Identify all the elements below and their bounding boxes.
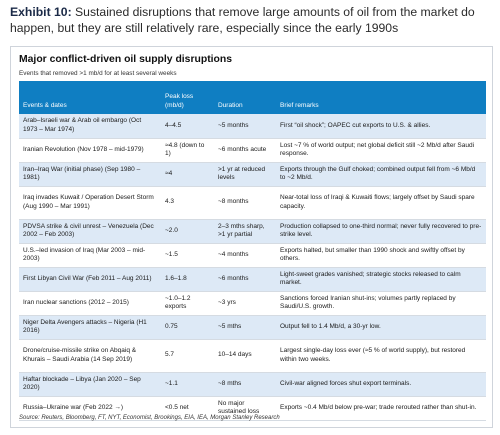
table-row: Iran nuclear sanctions (2012 – 2015) ~1.… bbox=[19, 291, 486, 316]
cell-peak-loss: ~1.1 bbox=[161, 372, 214, 397]
cell-event: Arab–Israeli war & Arab oil embargo (Oct… bbox=[19, 114, 161, 139]
cell-peak-loss: 1.6–1.8 bbox=[161, 267, 214, 292]
cell-duration: ~3 yrs bbox=[214, 291, 276, 316]
table-row: Haftar blockade – Libya (Jan 2020 – Sep … bbox=[19, 372, 486, 397]
column-header-peak-loss: Peak loss (mb/d) bbox=[161, 81, 214, 114]
cell-duration: ~5 mths bbox=[214, 315, 276, 340]
cell-remarks: Lost ~7 % of world output; net global de… bbox=[276, 138, 486, 163]
exhibit-description: Sustained disruptions that remove large … bbox=[10, 5, 475, 35]
exhibit-label: Exhibit 10: bbox=[10, 5, 72, 19]
cell-event: U.S.–led invasion of Iraq (Mar 2003 – mi… bbox=[19, 243, 161, 268]
panel-subtitle: Events that removed >1 mb/d for at least… bbox=[19, 70, 177, 77]
table-body: Arab–Israeli war & Arab oil embargo (Oct… bbox=[19, 114, 486, 421]
disruptions-table: Events & dates Peak loss (mb/d) Duration… bbox=[19, 81, 486, 421]
cell-peak-loss: ~1.5 bbox=[161, 243, 214, 268]
table-row: Russia–Ukraine war (Feb 2022 →) <0.5 net… bbox=[19, 396, 486, 421]
cell-event: Haftar blockade – Libya (Jan 2020 – Sep … bbox=[19, 372, 161, 397]
cell-duration: ~8 months bbox=[214, 186, 276, 220]
cell-event: Niger Delta Avengers attacks – Nigeria (… bbox=[19, 315, 161, 340]
cell-peak-loss: 4–4.5 bbox=[161, 114, 214, 139]
header-row: Events & dates Peak loss (mb/d) Duration… bbox=[19, 81, 486, 114]
cell-event: Drone/cruise-missile strike on Abqaiq & … bbox=[19, 339, 161, 373]
cell-duration: ~4 months bbox=[214, 243, 276, 268]
table-row: Drone/cruise-missile strike on Abqaiq & … bbox=[19, 339, 486, 373]
cell-remarks: Exports through the Gulf choked; combine… bbox=[276, 162, 486, 187]
cell-remarks: Exports ~0.4 Mb/d below pre-war; trade r… bbox=[276, 396, 486, 421]
cell-peak-loss: 4.3 bbox=[161, 186, 214, 220]
cell-duration: ~5 months bbox=[214, 114, 276, 139]
table-row: Iranian Revolution (Nov 1978 – mid-1979)… bbox=[19, 138, 486, 163]
cell-event: Iran nuclear sanctions (2012 – 2015) bbox=[19, 291, 161, 316]
panel-title: Major conflict-driven oil supply disrupt… bbox=[19, 54, 233, 65]
cell-event: Iraq invades Kuwait / Operation Desert S… bbox=[19, 186, 161, 220]
cell-remarks: Sanctions forced Iranian shut-ins; volum… bbox=[276, 291, 486, 316]
source-note: Source: Reuters, Bloomberg, FT, NYT, Eco… bbox=[19, 415, 280, 421]
cell-remarks: Exports halted, but smaller than 1990 sh… bbox=[276, 243, 486, 268]
cell-remarks: Largest single-day loss ever (≈5 % of wo… bbox=[276, 339, 486, 373]
cell-duration: No major sustained loss bbox=[214, 396, 276, 421]
cell-event: Iran–Iraq War (initial phase) (Sep 1980 … bbox=[19, 162, 161, 187]
table-row: Iraq invades Kuwait / Operation Desert S… bbox=[19, 186, 486, 220]
cell-remarks: Production collapsed to one-third normal… bbox=[276, 219, 486, 244]
cell-remarks: Near-total loss of Iraqi & Kuwaiti flows… bbox=[276, 186, 486, 220]
table-panel: Major conflict-driven oil supply disrupt… bbox=[10, 46, 493, 428]
table-header: Events & dates Peak loss (mb/d) Duration… bbox=[19, 81, 486, 114]
column-header-duration: Duration bbox=[214, 81, 276, 114]
cell-peak-loss: ~1.0–1.2 exports bbox=[161, 291, 214, 316]
cell-duration: 10–14 days bbox=[214, 339, 276, 373]
column-header-remarks: Brief remarks bbox=[276, 81, 486, 114]
cell-event: Iranian Revolution (Nov 1978 – mid-1979) bbox=[19, 138, 161, 163]
table-row: Niger Delta Avengers attacks – Nigeria (… bbox=[19, 315, 486, 340]
table-row: Arab–Israeli war & Arab oil embargo (Oct… bbox=[19, 114, 486, 139]
cell-duration: ~6 months bbox=[214, 267, 276, 292]
cell-event: First Libyan Civil War (Feb 2011 – Aug 2… bbox=[19, 267, 161, 292]
cell-remarks: First “oil shock”; OAPEC cut exports to … bbox=[276, 114, 486, 139]
table-row: First Libyan Civil War (Feb 2011 – Aug 2… bbox=[19, 267, 486, 292]
column-header-events: Events & dates bbox=[19, 81, 161, 114]
cell-duration: ~6 months acute bbox=[214, 138, 276, 163]
cell-peak-loss: 5.7 bbox=[161, 339, 214, 373]
cell-peak-loss: ≈4.8 (down to 1) bbox=[161, 138, 214, 163]
cell-peak-loss: <0.5 net bbox=[161, 396, 214, 421]
cell-peak-loss: 0.75 bbox=[161, 315, 214, 340]
cell-remarks: Output fell to 1.4 Mb/d, a 30-yr low. bbox=[276, 315, 486, 340]
cell-peak-loss: ~2.0 bbox=[161, 219, 214, 244]
cell-duration: >1 yr at reduced levels bbox=[214, 162, 276, 187]
table-row: U.S.–led invasion of Iraq (Mar 2003 – mi… bbox=[19, 243, 486, 268]
cell-event: PDVSA strike & civil unrest – Venezuela … bbox=[19, 219, 161, 244]
cell-duration: ~8 mths bbox=[214, 372, 276, 397]
table-row: Iran–Iraq War (initial phase) (Sep 1980 … bbox=[19, 162, 486, 187]
cell-remarks: Civil-war aligned forces shut export ter… bbox=[276, 372, 486, 397]
exhibit-header: Exhibit 10: Sustained disruptions that r… bbox=[10, 4, 495, 36]
cell-event: Russia–Ukraine war (Feb 2022 →) bbox=[19, 396, 161, 421]
table-row: PDVSA strike & civil unrest – Venezuela … bbox=[19, 219, 486, 244]
cell-peak-loss: ≈4 bbox=[161, 162, 214, 187]
cell-remarks: Light-sweet grades vanished; strategic s… bbox=[276, 267, 486, 292]
cell-duration: 2–3 mths sharp, >1 yr partial bbox=[214, 219, 276, 244]
